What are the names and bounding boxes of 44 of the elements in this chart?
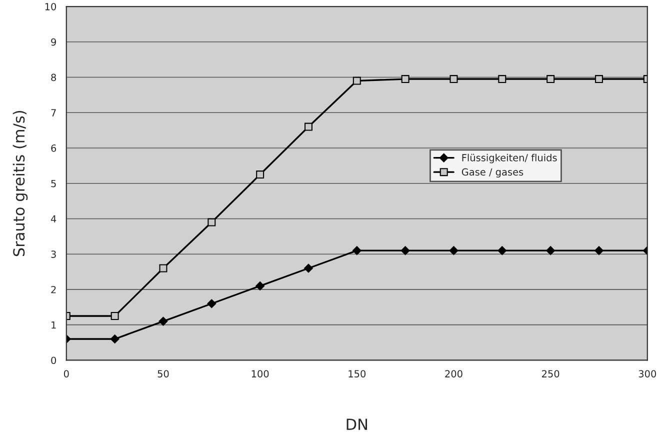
x-tick-label: 150 [348, 370, 366, 378]
point [450, 75, 458, 84]
point [352, 246, 362, 256]
point [449, 246, 458, 256]
y-tick-label: 5 [51, 180, 56, 188]
y-tick-label: 6 [51, 144, 56, 152]
point [159, 264, 168, 272]
legend-label: Gase / gases [462, 168, 524, 178]
point [400, 246, 410, 256]
point [208, 218, 216, 226]
y-tick-label: 9 [51, 38, 56, 46]
y-tick-label: 2 [51, 286, 56, 294]
y-tick-label: 10 [45, 2, 56, 10]
x-tick-label: 250 [542, 370, 560, 378]
point [304, 122, 312, 131]
y-tick-label: 8 [51, 74, 56, 82]
point [546, 75, 555, 84]
x-tick-label: 200 [445, 370, 462, 378]
y-tick-label: 1 [52, 321, 56, 329]
point [498, 246, 507, 256]
point [401, 75, 410, 84]
x-tick-label: 50 [158, 370, 169, 378]
point [546, 246, 556, 256]
point [594, 246, 604, 256]
point [256, 281, 265, 290]
point [110, 334, 120, 344]
x-tick-label: 100 [252, 370, 269, 378]
x-tick-label: 300 [638, 370, 656, 378]
y-tick-label: 4 [50, 215, 56, 222]
point [158, 316, 168, 326]
point [256, 170, 264, 179]
y-axis-title: Srauto greitis (m/s) [12, 110, 28, 256]
point [498, 75, 506, 84]
y-tick-label: 7 [51, 109, 56, 116]
point [594, 75, 603, 84]
point [304, 264, 313, 273]
x-axis-title: DN [346, 418, 367, 430]
point [207, 299, 216, 308]
legend-label: Flüssigkeiten/ fluids [462, 154, 557, 164]
x-tick-label: 0 [64, 370, 69, 378]
point [110, 312, 119, 320]
y-tick-label: 0 [51, 356, 56, 364]
point [352, 76, 361, 85]
y-tick-label: 3 [51, 250, 56, 258]
